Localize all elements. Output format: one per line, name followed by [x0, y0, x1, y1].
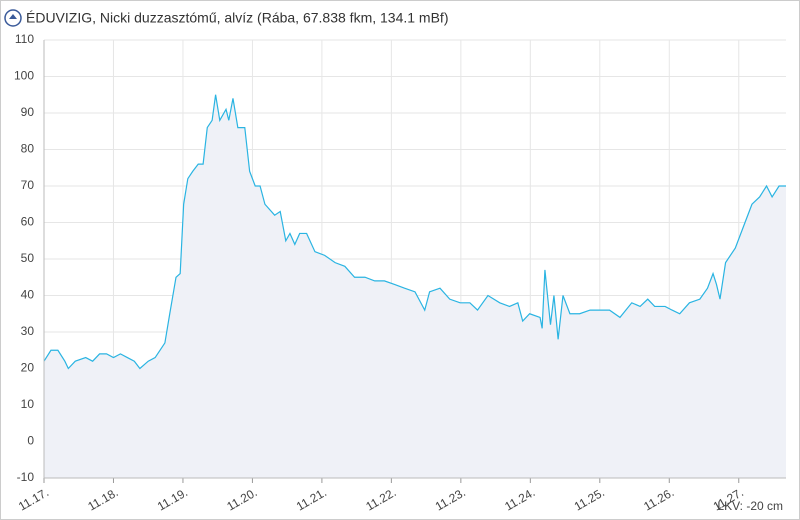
- y-tick-label: 60: [21, 215, 35, 229]
- y-tick-label: 110: [15, 32, 34, 46]
- y-tick-label: 0: [27, 434, 34, 448]
- area: [44, 94, 786, 478]
- y-tick-label: 100: [14, 69, 34, 83]
- y-tick-label: -10: [17, 470, 35, 484]
- y-tick-label: 10: [21, 397, 35, 411]
- y-tick-label: 20: [21, 361, 35, 375]
- y-tick-label: 90: [21, 105, 35, 119]
- y-tick-label: 40: [21, 288, 35, 302]
- chart-title: ÉDUVIZIG, Nicki duzzasztómű, alvíz (Rába…: [26, 10, 448, 26]
- y-tick-label: 50: [21, 251, 35, 265]
- y-tick-label: 70: [21, 178, 35, 192]
- y-tick-label: 80: [21, 142, 35, 156]
- line: [43, 94, 786, 370]
- logo: [4, 9, 22, 27]
- y-tick-label: 30: [21, 324, 35, 338]
- annotation: LKV: -20 cm: [717, 499, 783, 513]
